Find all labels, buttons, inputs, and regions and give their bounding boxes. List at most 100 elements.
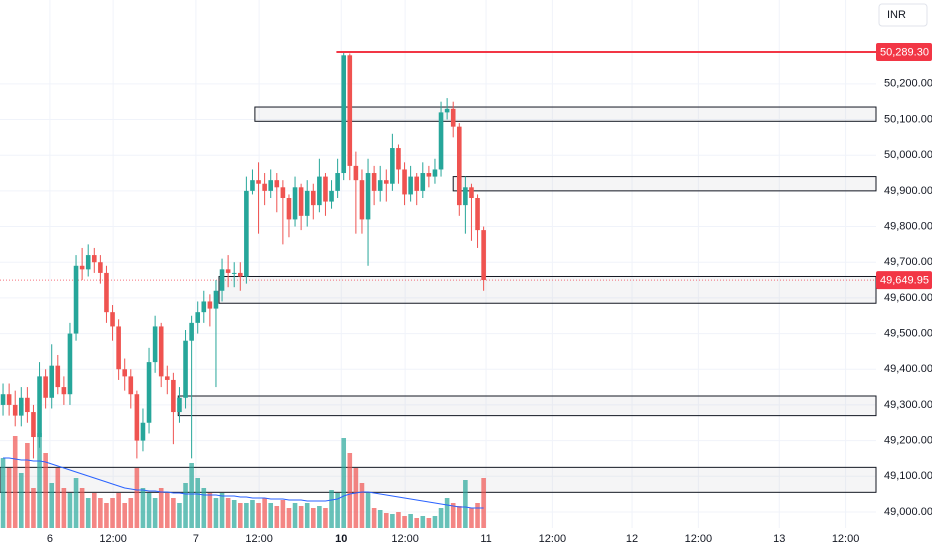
volume-bar — [49, 483, 55, 528]
volume-bar — [341, 438, 347, 528]
volume-bar — [207, 493, 213, 528]
volume-bar — [177, 503, 182, 528]
volume-bar — [12, 436, 18, 528]
volume-bar — [310, 508, 316, 528]
volume-bar — [256, 503, 261, 528]
y-tick-label: 49,100.00 — [884, 470, 932, 482]
candle-body — [134, 394, 140, 441]
volume-bar — [408, 514, 413, 528]
volume-bar — [152, 498, 158, 528]
candle-body — [0, 394, 6, 405]
volume-bar — [128, 498, 134, 528]
price-tag-label: 49,649.95 — [880, 274, 929, 286]
volume-bar — [91, 493, 97, 528]
candle-body — [225, 269, 231, 273]
candle-body — [73, 265, 79, 334]
volume-bar — [110, 498, 115, 528]
volume-bar — [402, 516, 407, 528]
candle-body — [469, 187, 474, 198]
candle-body — [298, 187, 304, 216]
y-tick-label: 49,200.00 — [884, 435, 932, 447]
volume-bar — [250, 500, 255, 528]
candle-body — [268, 180, 274, 191]
volume-bar — [85, 498, 91, 528]
volume-bar — [183, 483, 188, 528]
volume-bar — [134, 468, 140, 528]
candle-body — [201, 301, 207, 313]
candle-body — [31, 412, 36, 438]
candle-body — [341, 55, 347, 174]
candle-body — [171, 379, 176, 413]
candle-body — [408, 176, 413, 195]
zone — [218, 275, 877, 304]
volume-bar — [432, 516, 438, 528]
candle-body — [250, 180, 255, 191]
candle-body — [396, 148, 401, 170]
candle-body — [390, 148, 395, 184]
volume-bar — [463, 480, 468, 528]
candle-body — [158, 326, 164, 377]
volume-bar — [292, 503, 298, 528]
volume-bar — [43, 453, 48, 528]
candle-body — [91, 255, 97, 263]
candle-body — [195, 312, 201, 323]
x-tick-label: 12:00 — [539, 533, 567, 545]
candle-body — [329, 190, 334, 202]
candle-body — [444, 108, 450, 113]
volume-bar — [104, 503, 109, 528]
volume-bar — [98, 498, 103, 528]
volume-bar — [55, 468, 61, 528]
candle-body — [213, 290, 219, 309]
x-tick-label: 12 — [626, 533, 638, 545]
x-tick-label: 6 — [47, 533, 53, 545]
candle-body — [383, 180, 389, 184]
volume-bar — [61, 488, 67, 528]
price-tag-label: 50,289.30 — [880, 46, 929, 58]
volume-bar — [456, 506, 462, 528]
x-tick-label: 12:00 — [99, 533, 127, 545]
volume-bar — [37, 433, 42, 528]
volume-bar — [396, 512, 401, 528]
candle-body — [359, 180, 365, 220]
candle-body — [304, 190, 310, 216]
volume-bar — [140, 488, 146, 528]
volume-bar — [323, 508, 328, 528]
y-tick-label: 49,500.00 — [884, 327, 932, 339]
candle-body — [274, 180, 280, 188]
candle-body — [189, 322, 194, 341]
candle-body — [377, 180, 383, 191]
candle-body — [256, 180, 261, 184]
x-tick-label: 12:00 — [391, 533, 419, 545]
candle-body — [122, 369, 128, 377]
candle-body — [335, 173, 340, 191]
volume-bar — [286, 508, 292, 528]
y-tick-label: 50,200.00 — [884, 78, 932, 90]
volume-bar — [347, 453, 353, 528]
currency-box: INR — [878, 3, 928, 27]
candle-body — [231, 272, 237, 274]
volume-bar — [274, 506, 280, 528]
volume-bar — [420, 516, 426, 528]
y-tick-label: 49,600.00 — [884, 292, 932, 304]
currency-frame — [878, 3, 928, 27]
candle-body — [49, 365, 55, 398]
volume-bar — [329, 490, 334, 528]
candle-body — [262, 183, 267, 191]
volume-bar — [383, 513, 389, 528]
zone — [254, 106, 877, 122]
volume-bar — [280, 500, 286, 528]
volume-bar — [298, 506, 304, 528]
candle-body — [140, 422, 146, 441]
candle-body — [347, 55, 353, 166]
candle-body — [420, 173, 426, 191]
volume-bar — [317, 506, 322, 528]
candle-body — [353, 165, 359, 181]
candle-body — [12, 404, 18, 416]
x-tick-label: 7 — [193, 533, 199, 545]
volume-bar — [353, 468, 359, 528]
candle-body — [152, 326, 158, 363]
volume-bar — [18, 473, 24, 528]
volume-bar — [335, 493, 340, 528]
